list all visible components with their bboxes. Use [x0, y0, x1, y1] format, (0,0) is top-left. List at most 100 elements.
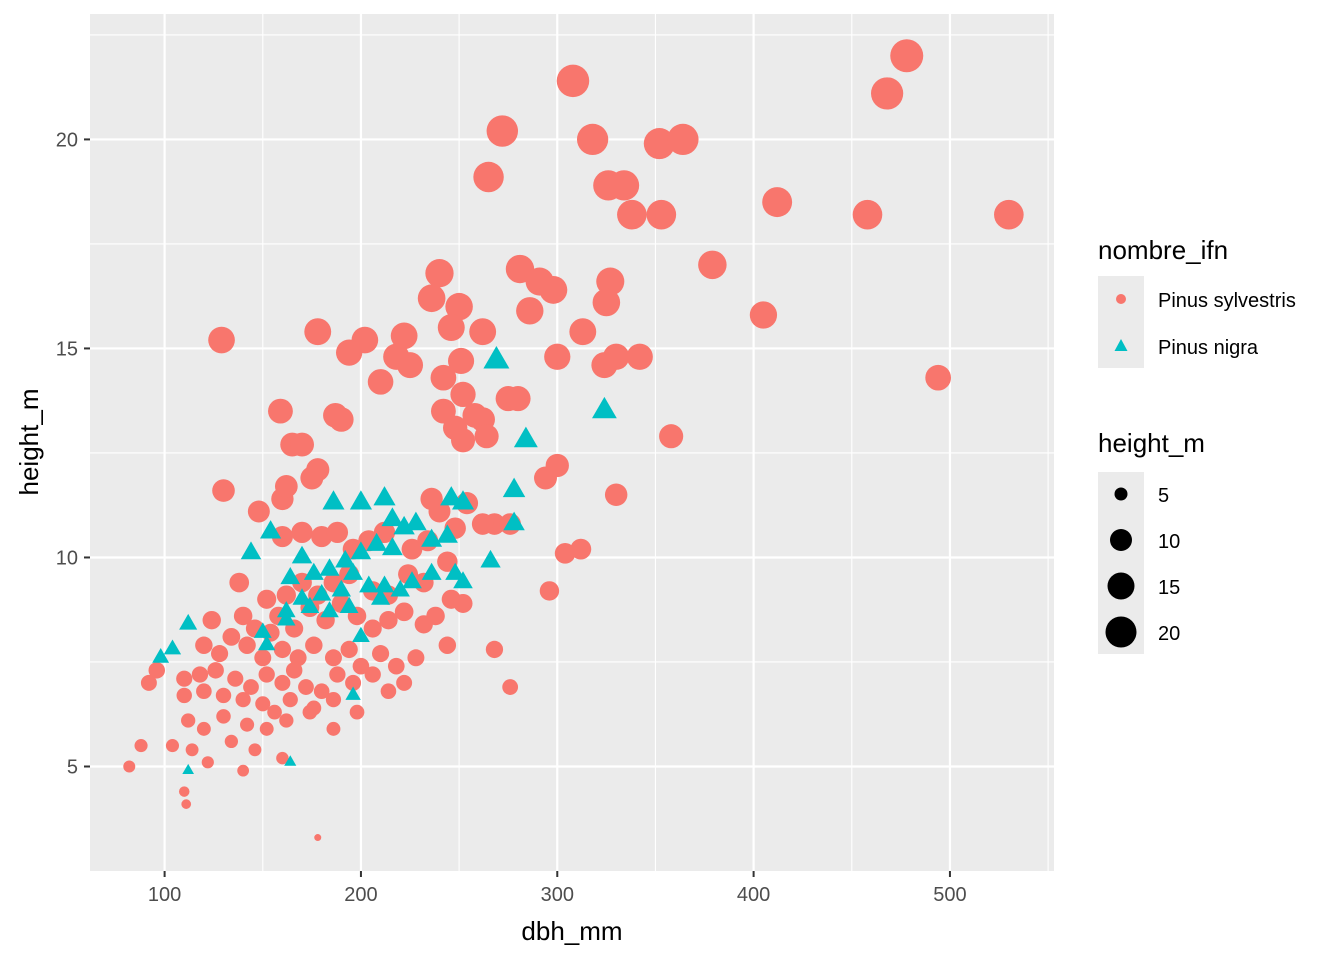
point-pinus-nigra [513, 426, 538, 448]
point-pinus-nigra [402, 571, 422, 589]
point-pinus-sylvestris [211, 645, 229, 663]
point-pinus-nigra [277, 601, 296, 618]
point-pinus-sylvestris [176, 687, 192, 704]
point-pinus-sylvestris [335, 339, 363, 366]
point-pinus-sylvestris [202, 610, 221, 630]
point-pinus-sylvestris [502, 679, 519, 695]
x-tick-label: 400 [737, 884, 770, 906]
point-pinus-nigra [452, 490, 475, 510]
point-pinus-sylvestris [224, 734, 239, 749]
point-pinus-nigra [277, 609, 296, 626]
point-pinus-sylvestris [505, 386, 531, 412]
y-tick-label: 15 [56, 338, 78, 360]
point-pinus-sylvestris [570, 538, 592, 560]
point-pinus-sylvestris [229, 572, 250, 593]
point-pinus-nigra [343, 562, 363, 580]
point-pinus-nigra [182, 763, 194, 774]
point-pinus-sylvestris [191, 666, 209, 683]
point-pinus-sylvestris [451, 428, 476, 453]
x-tick-label: 200 [344, 884, 377, 906]
size-legend-label-10: 10 [1158, 531, 1180, 553]
point-pinus-sylvestris [534, 466, 557, 490]
point-pinus-sylvestris [329, 666, 346, 683]
point-pinus-sylvestris [397, 352, 424, 379]
point-pinus-nigra [253, 622, 272, 638]
point-pinus-sylvestris [201, 756, 214, 769]
point-pinus-sylvestris [185, 743, 199, 757]
point-pinus-sylvestris [258, 666, 275, 683]
point-pinus-sylvestris [367, 369, 394, 395]
legend-label-pinus-sylvestris: Pinus sylvestris [1158, 290, 1296, 312]
point-pinus-nigra [319, 558, 340, 576]
point-pinus-nigra [240, 541, 262, 560]
point-pinus-sylvestris [407, 649, 425, 667]
point-pinus-nigra [335, 549, 356, 568]
point-pinus-sylvestris [698, 250, 727, 280]
color-legend-key-background [1098, 276, 1144, 368]
point-pinus-nigra [374, 575, 395, 593]
point-pinus-sylvestris [554, 542, 576, 564]
point-pinus-nigra [291, 545, 313, 564]
point-pinus-sylvestris [626, 343, 653, 370]
point-pinus-sylvestris [430, 364, 457, 391]
point-pinus-sylvestris [591, 352, 618, 379]
point-pinus-sylvestris [267, 704, 282, 720]
point-pinus-nigra [381, 507, 404, 527]
data-points [123, 39, 1024, 842]
point-pinus-sylvestris [380, 683, 397, 700]
point-pinus-sylvestris [165, 739, 180, 753]
point-pinus-nigra [352, 626, 370, 642]
point-pinus-sylvestris [396, 674, 413, 691]
point-pinus-nigra [483, 346, 510, 369]
point-pinus-sylvestris [471, 513, 494, 535]
point-pinus-sylvestris [485, 640, 504, 659]
point-pinus-sylvestris [273, 640, 292, 659]
point-pinus-sylvestris [486, 115, 519, 147]
size-legend-label-15: 15 [1158, 577, 1180, 599]
point-pinus-sylvestris [762, 187, 793, 218]
point-pinus-sylvestris [176, 670, 193, 687]
point-pinus-nigra [480, 549, 501, 568]
point-pinus-sylvestris [181, 713, 196, 728]
point-pinus-sylvestris [285, 662, 303, 679]
size-key-10 [1110, 529, 1132, 551]
size-legend-title: height_m [1098, 428, 1205, 458]
color-legend: nombre_ifn Pinus sylvestris Pinus nigra [1098, 235, 1296, 368]
point-pinus-sylvestris [268, 398, 293, 424]
point-pinus-sylvestris [473, 161, 504, 193]
point-pinus-nigra [421, 528, 443, 547]
point-pinus-sylvestris [325, 691, 342, 708]
point-pinus-sylvestris [298, 679, 314, 695]
point-pinus-sylvestris [282, 691, 298, 708]
point-pinus-sylvestris [254, 649, 272, 667]
point-pinus-sylvestris [271, 525, 294, 548]
x-tick-label: 500 [933, 884, 966, 906]
point-pinus-sylvestris [290, 432, 314, 457]
point-pinus-sylvestris [233, 606, 253, 626]
point-pinus-nigra [280, 567, 301, 585]
point-pinus-sylvestris [870, 77, 904, 110]
point-pinus-sylvestris [453, 593, 473, 613]
color-legend-title: nombre_ifn [1098, 235, 1228, 265]
x-axis-title: dbh_mm [521, 916, 622, 946]
point-pinus-sylvestris [417, 284, 446, 313]
point-pinus-nigra [350, 541, 372, 560]
point-pinus-nigra [445, 562, 466, 580]
point-pinus-nigra [382, 537, 403, 556]
legend-label-pinus-nigra: Pinus nigra [1158, 337, 1259, 359]
y-tick-label: 10 [56, 547, 78, 569]
y-tick-label: 5 [67, 756, 78, 778]
point-pinus-sylvestris [608, 170, 640, 201]
point-pinus-sylvestris [349, 704, 365, 720]
point-pinus-nigra [260, 520, 282, 539]
point-pinus-sylvestris [340, 640, 358, 659]
point-pinus-sylvestris [305, 636, 323, 654]
point-pinus-sylvestris [274, 475, 298, 498]
point-pinus-nigra [339, 596, 359, 613]
point-pinus-nigra [440, 486, 463, 506]
point-pinus-sylvestris [247, 500, 270, 523]
point-pinus-nigra [349, 490, 372, 510]
x-tick-label: 100 [148, 884, 181, 906]
point-pinus-sylvestris [445, 292, 473, 321]
point-pinus-sylvestris [556, 64, 590, 98]
